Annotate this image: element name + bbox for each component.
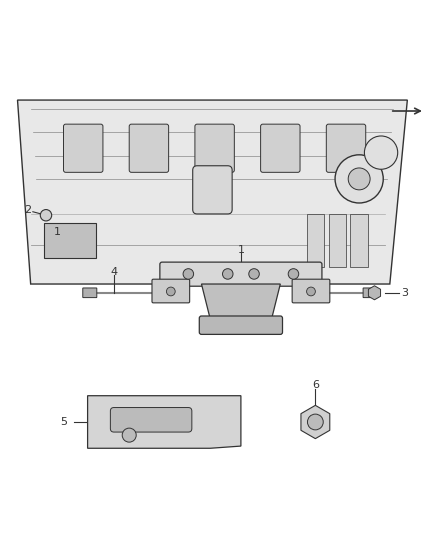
Bar <box>350 214 368 266</box>
Text: 6: 6 <box>312 379 319 390</box>
FancyBboxPatch shape <box>292 279 330 303</box>
Circle shape <box>166 287 175 296</box>
Text: 2: 2 <box>24 205 31 215</box>
Circle shape <box>348 168 370 190</box>
Circle shape <box>335 155 383 203</box>
Circle shape <box>249 269 259 279</box>
Polygon shape <box>18 100 407 284</box>
Text: 3: 3 <box>402 288 409 298</box>
Circle shape <box>307 287 315 296</box>
Bar <box>328 214 346 266</box>
Polygon shape <box>44 223 96 258</box>
Text: 1: 1 <box>53 228 60 237</box>
Circle shape <box>307 414 323 430</box>
Circle shape <box>122 428 136 442</box>
Circle shape <box>364 136 398 169</box>
FancyBboxPatch shape <box>199 316 283 334</box>
Text: 1: 1 <box>237 245 244 255</box>
FancyBboxPatch shape <box>363 288 375 297</box>
Bar <box>307 214 324 266</box>
Text: 4: 4 <box>110 266 117 277</box>
FancyBboxPatch shape <box>83 288 97 297</box>
Circle shape <box>183 269 194 279</box>
FancyBboxPatch shape <box>160 262 322 286</box>
FancyBboxPatch shape <box>193 166 232 214</box>
Polygon shape <box>201 284 280 319</box>
FancyBboxPatch shape <box>326 124 366 172</box>
FancyBboxPatch shape <box>261 124 300 172</box>
Polygon shape <box>88 395 241 448</box>
FancyBboxPatch shape <box>152 279 190 303</box>
Text: 5: 5 <box>60 417 67 427</box>
FancyBboxPatch shape <box>110 408 192 432</box>
Circle shape <box>40 209 52 221</box>
Circle shape <box>223 269 233 279</box>
FancyBboxPatch shape <box>129 124 169 172</box>
FancyBboxPatch shape <box>64 124 103 172</box>
Circle shape <box>288 269 299 279</box>
FancyBboxPatch shape <box>195 124 234 172</box>
